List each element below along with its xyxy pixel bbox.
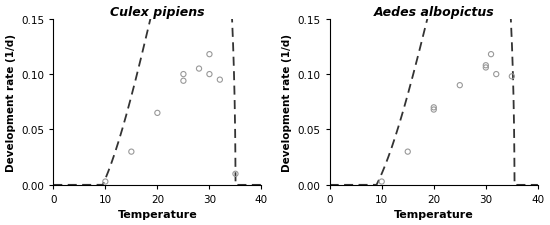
Point [492,73,500,77]
Point [231,172,240,176]
Point [127,150,136,154]
Y-axis label: Development rate (1/d): Development rate (1/d) [282,34,292,171]
Point [205,73,214,77]
Point [205,53,214,57]
X-axis label: Temperature: Temperature [394,209,474,219]
Y-axis label: Development rate (1/d): Development rate (1/d) [6,34,15,171]
Point [179,73,188,77]
Point [101,180,109,184]
Point [481,64,490,68]
Point [216,79,224,82]
Point [377,180,386,184]
Point [487,53,496,57]
Point [430,108,438,112]
Point [403,150,412,154]
Point [455,84,464,88]
Title: Aedes albopictus: Aedes albopictus [373,6,494,18]
Point [153,112,162,115]
Point [481,66,490,70]
Point [179,80,188,83]
Point [195,68,204,71]
Point [508,75,516,79]
Title: Culex pipiens: Culex pipiens [110,6,205,18]
X-axis label: Temperature: Temperature [118,209,197,219]
Point [430,106,438,110]
